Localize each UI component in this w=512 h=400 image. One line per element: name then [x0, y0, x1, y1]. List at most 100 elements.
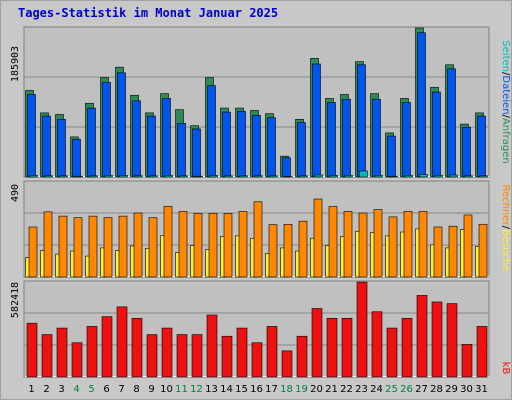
day-label-17: 17: [265, 384, 278, 395]
bar-dateien-day-22: [342, 98, 351, 178]
day-label-18: 18: [280, 384, 293, 395]
bar-seiten-day-9: [149, 175, 158, 178]
day-label-8: 8: [133, 384, 139, 395]
bar-kb-day-13: [206, 314, 218, 378]
bar-dateien-day-7: [117, 72, 126, 178]
bar-rechner-day-11: [178, 211, 188, 278]
day-label-27: 27: [415, 384, 428, 395]
bar-rechner-day-24: [373, 209, 383, 278]
bar-seiten-day-16: [254, 175, 263, 178]
bar-rechner-day-26: [403, 211, 413, 278]
day-label-28: 28: [430, 384, 443, 395]
day-label-25: 25: [385, 384, 398, 395]
bar-seiten-day-8: [134, 175, 143, 178]
bar-rechner-day-22: [343, 211, 353, 278]
bar-rechner-day-3: [58, 215, 68, 278]
day-label-26: 26: [400, 384, 413, 395]
bar-dateien-day-3: [57, 118, 66, 178]
bar-seiten-day-7: [119, 175, 128, 178]
bar-rechner-day-29: [448, 225, 458, 278]
bar-rechner-day-10: [163, 206, 173, 278]
bar-dateien-day-9: [147, 115, 156, 178]
bar-seiten-day-4: [74, 175, 83, 178]
bar-kb-day-3: [56, 327, 68, 378]
bar-kb-day-14: [221, 335, 233, 378]
day-label-6: 6: [103, 384, 109, 395]
bar-dateien-day-27: [417, 32, 426, 178]
bar-kb-day-15: [236, 327, 248, 378]
day-label-12: 12: [190, 384, 203, 395]
bar-dateien-day-20: [312, 63, 321, 178]
bar-dateien-day-1: [27, 94, 36, 178]
bar-seiten-day-20: [314, 174, 323, 178]
day-label-9: 9: [148, 384, 154, 395]
legend-anfragen: Anfragen: [500, 118, 511, 164]
day-label-14: 14: [220, 384, 233, 395]
day-label-4: 4: [73, 384, 79, 395]
bar-rechner-day-20: [313, 198, 323, 278]
day-label-13: 13: [205, 384, 218, 395]
bar-rechner-day-8: [133, 212, 143, 278]
legend-separator: /: [500, 115, 511, 119]
day-label-24: 24: [370, 384, 383, 395]
bar-kb-day-30: [461, 344, 473, 378]
bar-seiten-day-29: [449, 174, 458, 178]
right-legend-middle: Rechner/Besuche: [500, 184, 511, 271]
bar-dateien-day-15: [237, 110, 246, 178]
bar-rechner-day-2: [43, 211, 53, 278]
bar-rechner-day-18: [283, 223, 293, 278]
bar-kb-day-12: [191, 334, 203, 378]
bar-kb-day-10: [161, 327, 173, 378]
bar-rechner-day-12: [193, 213, 203, 278]
day-label-10: 10: [160, 384, 173, 395]
bar-dateien-day-21: [327, 102, 336, 178]
legend-kb: kB: [500, 362, 511, 375]
day-label-20: 20: [310, 384, 323, 395]
bar-seiten-day-25: [389, 175, 398, 178]
bar-dateien-day-5: [87, 107, 96, 178]
bar-dateien-day-25: [387, 135, 396, 178]
day-label-22: 22: [340, 384, 353, 395]
bar-seiten-day-22: [344, 175, 353, 178]
legend-besuche: Besuche: [500, 229, 511, 272]
bar-kb-day-28: [431, 301, 443, 378]
bar-kb-day-6: [101, 316, 113, 378]
bar-rechner-day-21: [328, 206, 338, 278]
legend-separator: /: [500, 226, 511, 230]
bar-rechner-day-27: [418, 211, 428, 278]
bar-seiten-day-23: [359, 170, 368, 178]
bar-kb-day-11: [176, 334, 188, 378]
day-label-5: 5: [88, 384, 94, 395]
bar-seiten-day-3: [59, 175, 68, 178]
bar-rechner-day-17: [268, 224, 278, 278]
bar-kb-day-18: [281, 350, 293, 378]
bar-dateien-day-24: [372, 98, 381, 178]
bottom-max-label: 582418: [10, 282, 21, 318]
bar-seiten-day-1: [29, 175, 38, 178]
bar-dateien-day-11: [177, 122, 186, 178]
bar-dateien-day-6: [102, 82, 111, 178]
day-label-21: 21: [325, 384, 338, 395]
bar-seiten-day-30: [464, 175, 473, 178]
bar-seiten-day-17: [269, 175, 278, 178]
bar-kb-day-26: [401, 317, 413, 378]
bar-kb-day-29: [446, 303, 458, 378]
bar-rechner-day-28: [433, 226, 443, 278]
bar-rechner-day-30: [463, 214, 473, 278]
bar-rechner-day-5: [88, 215, 98, 278]
day-label-7: 7: [118, 384, 124, 395]
bar-rechner-day-15: [238, 211, 248, 278]
bar-dateien-day-18: [282, 157, 291, 178]
bar-kb-day-23: [356, 281, 368, 378]
bar-seiten-day-10: [164, 175, 173, 178]
legend-seiten: Seiten: [500, 40, 511, 72]
bar-dateien-day-17: [267, 117, 276, 178]
bar-rechner-day-7: [118, 215, 128, 278]
bar-dateien-day-14: [222, 111, 231, 178]
bar-rechner-day-1: [28, 226, 38, 278]
legend-rechner: Rechner: [500, 184, 511, 226]
day-label-29: 29: [445, 384, 458, 395]
bar-kb-day-19: [296, 335, 308, 378]
bar-dateien-day-28: [432, 91, 441, 178]
bar-kb-day-31: [476, 326, 488, 378]
